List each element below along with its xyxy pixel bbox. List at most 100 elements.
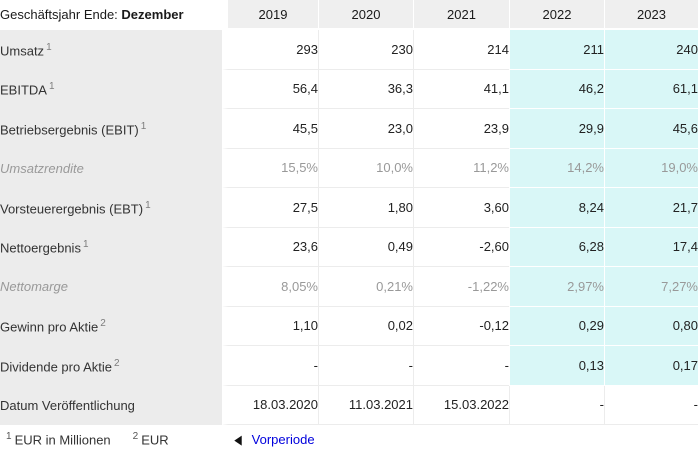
cell-2023: 240: [604, 30, 698, 70]
footnote-marker-2: 2: [132, 431, 139, 443]
row-label-text: EBITDA: [0, 82, 47, 98]
vorperiode-link-label[interactable]: Vorperiode: [251, 432, 315, 447]
cell-2022: 8,24: [509, 188, 604, 228]
cell-2023: 45,6: [604, 109, 698, 149]
cell-2019: 8,05%: [222, 267, 318, 307]
row-label-text: Dividende pro Aktie: [0, 358, 113, 374]
cell-2019: 18.03.2020: [222, 385, 318, 425]
cell-2019: 56,4: [222, 69, 318, 109]
footnote-marker: 2: [100, 318, 106, 330]
cell-2021: 41,1: [413, 69, 509, 109]
cell-2022: 29,9: [509, 109, 604, 149]
footnote-eur: 2 EUR: [133, 431, 169, 447]
row-label: Dividende pro Aktie 2: [0, 346, 222, 386]
cell-2023: 21,7: [604, 188, 698, 228]
table-row: Datum Veröffentlichung 18.03.2020 11.03.20…: [0, 385, 698, 425]
cell-2019: 15,5%: [222, 148, 318, 188]
cell-2019: 1,10: [222, 306, 318, 346]
row-label-text: Nettoergebnis: [0, 240, 81, 256]
cell-2020: 11.03.2021: [318, 385, 413, 425]
cell-2022: 6,28: [509, 227, 604, 267]
cell-2022: 0,29: [509, 306, 604, 346]
footnote-eur-millions: 1 EUR in Millionen: [6, 431, 111, 447]
row-label-text: Umsatz: [0, 42, 45, 58]
column-header-2019: 2019: [222, 0, 318, 30]
cell-2023: 19,0%: [604, 148, 698, 188]
row-label: EBITDA 1: [0, 69, 222, 109]
cell-2020: 36,3: [318, 69, 413, 109]
table-row: Nettomarge 8,05% 0,21% -1,22% 2,97% 7,27%: [0, 267, 698, 307]
footnote-marker: 1: [140, 120, 147, 132]
cell-2021: 15.03.2022: [413, 385, 509, 425]
cell-2022: 14,2%: [509, 148, 604, 188]
row-label-text: Datum Veröffentlichung: [0, 397, 135, 413]
row-label-text: Vorsteuerergebnis (EBT): [0, 200, 144, 216]
vorperiode-link[interactable]: ◀ Vorperiode: [233, 432, 315, 448]
cell-2023: 61,1: [604, 69, 698, 109]
cell-2021: -0,12: [413, 306, 509, 346]
table-row: Umsatz 1 293 230 214 211 240: [0, 30, 698, 70]
table-row: Nettoergebnis 1 23,6 0,49 -2,60 6,28 17,4: [0, 227, 698, 267]
row-label: Datum Veröffentlichung: [0, 385, 222, 425]
cell-2020: 23,0: [318, 109, 413, 149]
row-label-text: Betriebsergebnis (EBIT): [0, 121, 139, 137]
footnote-marker-1: 1: [6, 431, 12, 443]
cell-2021: 214: [413, 30, 509, 70]
cell-2023: 0,80: [604, 306, 698, 346]
cell-2021: -1,22%: [413, 267, 509, 307]
row-label-text: Gewinn pro Aktie: [0, 319, 99, 335]
column-header-2021: 2021: [413, 0, 509, 30]
cell-2022: 46,2: [509, 69, 604, 109]
cell-2019: 23,6: [222, 227, 318, 267]
cell-2021: 23,9: [413, 109, 509, 149]
header-row: Geschäftsjahr Ende: Dezember 2019 2020 202…: [0, 0, 698, 30]
cell-2022: -: [509, 385, 604, 425]
row-label: Umsatzrendite: [0, 148, 222, 188]
cell-2020: -: [318, 346, 413, 386]
footnote-text-1: EUR in Millionen: [14, 432, 111, 448]
fiscal-year-end-label: Geschäftsjahr Ende: Dezember: [0, 0, 222, 30]
cell-2020: 0,21%: [318, 267, 413, 307]
footnote-marker: 1: [48, 81, 55, 93]
table-row: Umsatzrendite 15,5% 10,0% 11,2% 14,2% 19,0%: [0, 148, 698, 188]
cell-2020: 10,0%: [318, 148, 413, 188]
row-label: Nettoergebnis 1: [0, 227, 222, 267]
cell-2019: 293: [222, 30, 318, 70]
fiscal-year-end-prefix: Geschäftsjahr Ende:: [0, 6, 118, 22]
cell-2020: 230: [318, 30, 413, 70]
column-header-2023: 2023: [604, 0, 698, 30]
cell-2021: -2,60: [413, 227, 509, 267]
column-header-2022: 2022: [509, 0, 604, 30]
cell-2022: 2,97%: [509, 267, 604, 307]
financials-table: Geschäftsjahr Ende: Dezember 2019 2020 202…: [0, 0, 698, 425]
previous-period-icon[interactable]: ◀: [233, 431, 242, 447]
table-row: Gewinn pro Aktie 2 1,10 0,02 -0,12 0,29 0,80: [0, 306, 698, 346]
cell-2023: 17,4: [604, 227, 698, 267]
row-label-text: Umsatzrendite: [0, 160, 84, 176]
cell-2022: 211: [509, 30, 604, 70]
table-row: Dividende pro Aktie 2- - -0,13 0,17: [0, 346, 698, 386]
fiscal-year-end-month: Dezember: [121, 6, 184, 22]
footnote-text-2: EUR: [141, 432, 169, 448]
cell-2021: 3,60: [413, 188, 509, 228]
cell-2023: 0,17: [604, 346, 698, 386]
table-row: Betriebsergebnis (EBIT) 1 45,5 23,0 23,9 29,9…: [0, 109, 698, 149]
table-row: EBITDA 1 56,4 36,3 41,1 46,2 61,1: [0, 69, 698, 109]
footnote-marker: 1: [145, 199, 151, 211]
cell-2020: 1,80: [318, 188, 413, 228]
column-header-2020: 2020: [318, 0, 413, 30]
row-label: Vorsteuerergebnis (EBT) 1: [0, 188, 222, 228]
row-label: Betriebsergebnis (EBIT) 1: [0, 109, 222, 149]
row-label: Gewinn pro Aktie 2: [0, 306, 222, 346]
cell-2022: 0,13: [509, 346, 604, 386]
cell-2019: 45,5: [222, 109, 318, 149]
cell-2021: 11,2%: [413, 148, 509, 188]
cell-2019: -: [222, 346, 318, 386]
footnote-marker: 1: [82, 239, 89, 251]
footnote-marker: 1: [46, 41, 52, 53]
row-label: Umsatz 1: [0, 30, 222, 70]
footnote-marker: 2: [114, 357, 120, 369]
cell-2023: 7,27%: [604, 267, 698, 307]
cell-2019: 27,5: [222, 188, 318, 228]
cell-2021: -: [413, 346, 509, 386]
